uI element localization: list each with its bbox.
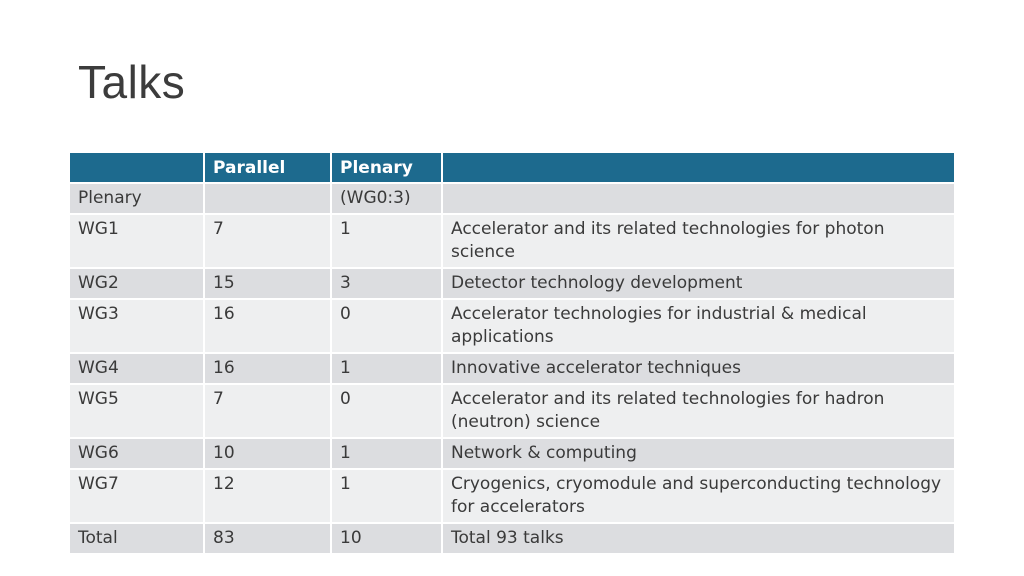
cell-group: WG4 [70,353,205,385]
cell-plenary: 1 [331,353,443,385]
header-cell-plenary: Plenary [331,153,443,184]
cell-group: WG2 [70,268,205,300]
table-header-row: Parallel Plenary [70,153,954,184]
cell-description: Network & computing [442,438,954,470]
cell-parallel: 16 [204,299,332,354]
cell-group: WG6 [70,438,205,470]
cell-parallel: 83 [204,523,332,555]
cell-description: Innovative accelerator techniques [442,353,954,385]
cell-parallel: 7 [204,384,332,439]
cell-plenary: 1 [331,214,443,269]
cell-plenary: 10 [331,523,443,555]
cell-plenary: 3 [331,268,443,300]
cell-parallel: 16 [204,353,332,385]
cell-parallel: 7 [204,214,332,269]
cell-description: Total 93 talks [442,523,954,555]
cell-plenary: (WG0:3) [331,183,443,215]
cell-group: Total [70,523,205,555]
cell-parallel: 15 [204,268,332,300]
table-row-total: Total 83 10 Total 93 talks [70,523,954,555]
cell-plenary: 0 [331,384,443,439]
cell-group: WG1 [70,214,205,269]
table-row: WG5 7 0 Accelerator and its related tech… [70,384,954,439]
cell-description [442,183,954,215]
cell-description: Detector technology development [442,268,954,300]
slide-title: Talks [78,56,186,108]
cell-description: Accelerator technologies for industrial … [442,299,954,354]
table-row: Plenary (WG0:3) [70,183,954,215]
table-row: WG4 16 1 Innovative accelerator techniqu… [70,353,954,385]
cell-description: Accelerator and its related technologies… [442,214,954,269]
cell-plenary: 1 [331,438,443,470]
table-row: WG3 16 0 Accelerator technologies for in… [70,299,954,354]
cell-group: WG5 [70,384,205,439]
table-row: WG2 15 3 Detector technology development [70,268,954,300]
cell-plenary: 0 [331,299,443,354]
cell-parallel: 10 [204,438,332,470]
table-row: WG1 7 1 Accelerator and its related tech… [70,214,954,269]
cell-parallel [204,183,332,215]
header-cell-description [442,153,954,184]
cell-plenary: 1 [331,469,443,524]
cell-group: WG3 [70,299,205,354]
cell-group: Plenary [70,183,205,215]
header-cell-group [70,153,205,184]
table-row: WG6 10 1 Network & computing [70,438,954,470]
cell-description: Accelerator and its related technologies… [442,384,954,439]
cell-description: Cryogenics, cryomodule and superconducti… [442,469,954,524]
cell-parallel: 12 [204,469,332,524]
table-row: WG7 12 1 Cryogenics, cryomodule and supe… [70,469,954,524]
talks-table: Parallel Plenary Plenary (WG0:3) WG1 7 1… [70,153,954,555]
cell-group: WG7 [70,469,205,524]
header-cell-parallel: Parallel [204,153,332,184]
